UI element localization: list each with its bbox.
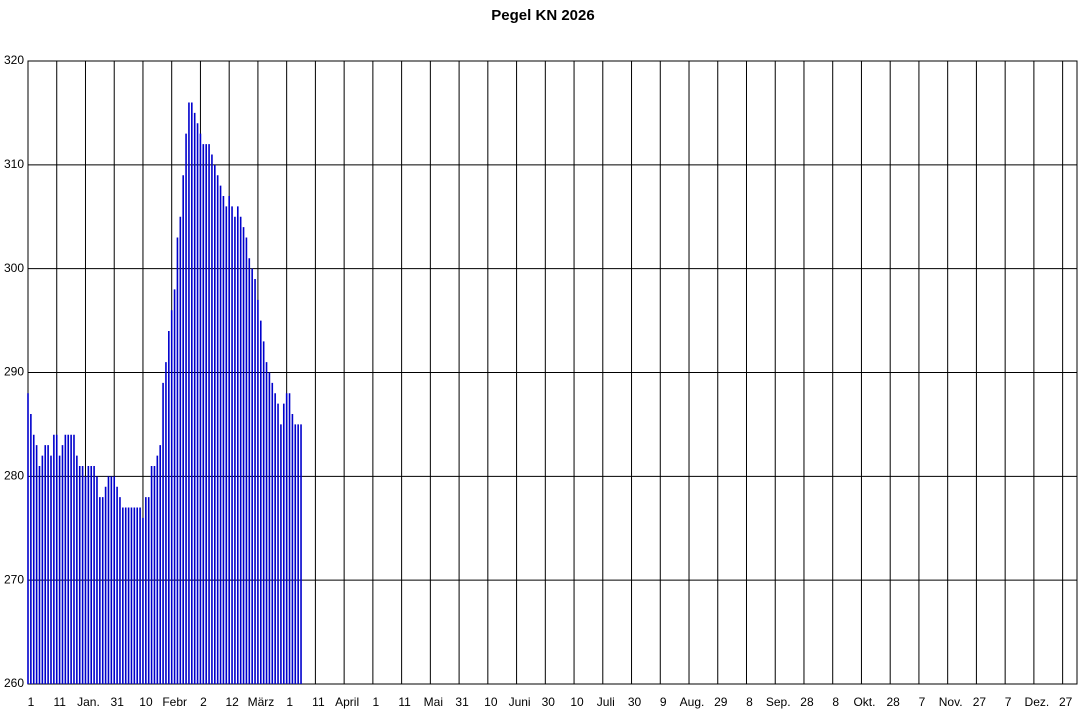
x-tick-label: März	[248, 695, 275, 709]
x-tick-label: Jan.	[77, 695, 100, 709]
x-tick-label: Nov.	[939, 695, 963, 709]
x-tick-label: Mai	[424, 695, 443, 709]
x-tick-label: Aug.	[680, 695, 705, 709]
x-tick-label: 30	[542, 695, 556, 709]
x-tick-label: 7	[919, 695, 926, 709]
y-tick-label: 290	[4, 365, 24, 379]
x-tick-label: 31	[111, 695, 125, 709]
x-tick-label: Juni	[509, 695, 531, 709]
x-tick-label: 28	[800, 695, 814, 709]
x-tick-label: Sep.	[766, 695, 791, 709]
x-tick-label: 31	[455, 695, 469, 709]
x-tick-label: 11	[312, 695, 325, 709]
x-tick-label: 8	[832, 695, 839, 709]
x-tick-label: 10	[139, 695, 153, 709]
x-tick-label: 1	[28, 695, 35, 709]
chart-title: Pegel KN 2026	[491, 7, 594, 24]
x-tick-label: Okt.	[853, 695, 875, 709]
x-tick-label: 10	[570, 695, 584, 709]
y-tick-label: 310	[4, 157, 24, 171]
x-tick-label: 7	[1005, 695, 1012, 709]
x-tick-label: 11	[398, 695, 411, 709]
x-tick-label: 28	[887, 695, 901, 709]
x-tick-label: Juli	[597, 695, 615, 709]
x-tick-label: 1	[286, 695, 293, 709]
x-tick-label: 2	[200, 695, 207, 709]
plot-frame	[27, 60, 1078, 685]
x-tick-label: 30	[628, 695, 642, 709]
x-tick-label: 8	[746, 695, 753, 709]
x-tick-label: 12	[225, 695, 239, 709]
x-tick-label: 27	[1059, 695, 1073, 709]
x-tick-label: April	[335, 695, 359, 709]
x-tick-label: Dez.	[1025, 695, 1050, 709]
y-tick-label: 270	[4, 572, 24, 586]
x-tick-label: 9	[660, 695, 667, 709]
y-tick-label: 260	[4, 676, 24, 690]
x-tick-label: 1	[373, 695, 380, 709]
x-tick-label: 29	[714, 695, 728, 709]
x-tick-label: 10	[484, 695, 498, 709]
y-tick-label: 320	[4, 53, 24, 67]
y-tick-label: 300	[4, 261, 24, 275]
x-tick-label: 27	[973, 695, 987, 709]
x-tick-label: 11	[54, 695, 67, 709]
x-tick-label: Febr	[162, 695, 187, 709]
y-tick-label: 280	[4, 469, 24, 483]
